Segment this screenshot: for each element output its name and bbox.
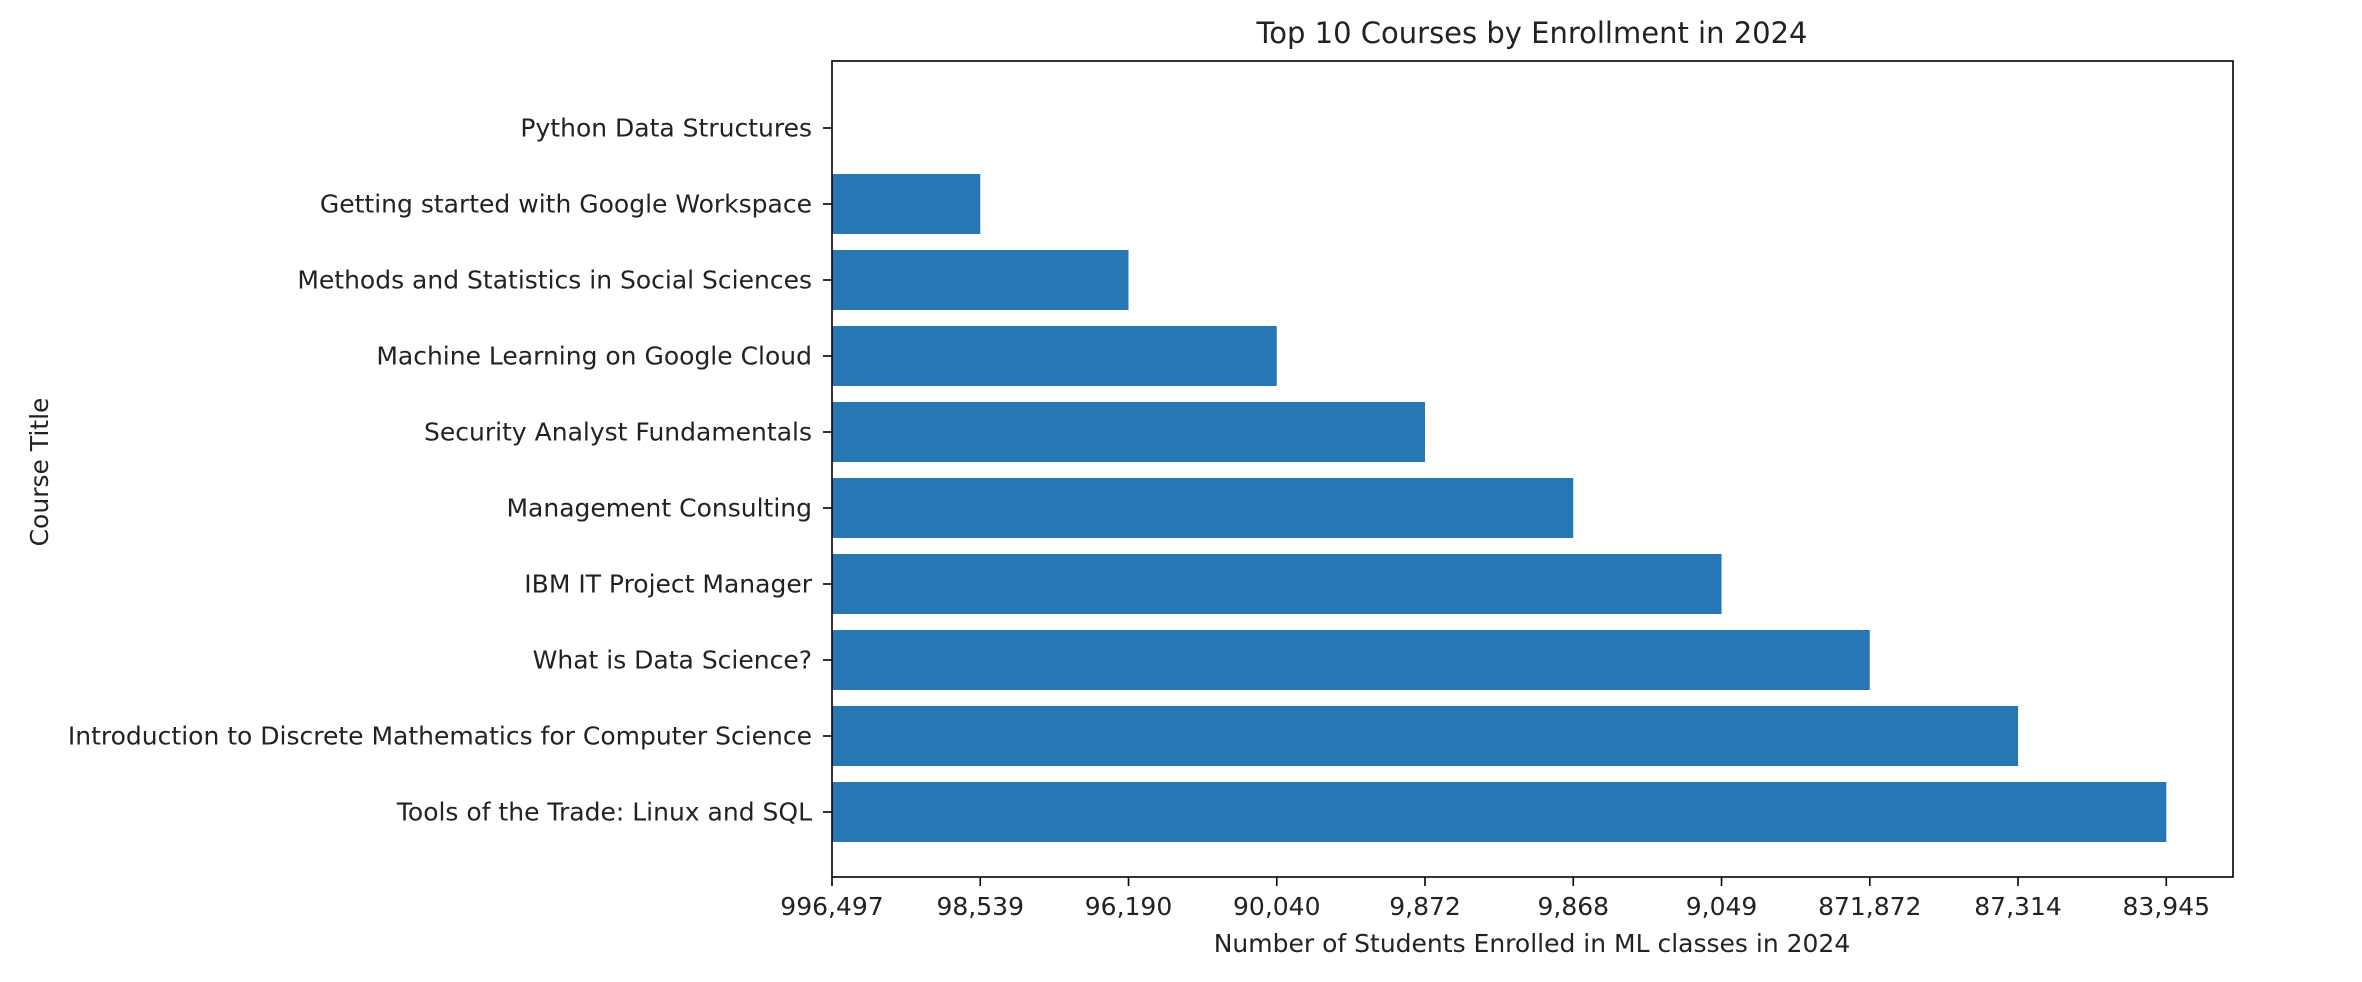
bar bbox=[832, 326, 1277, 386]
chart-title: Top 10 Courses by Enrollment in 2024 bbox=[1256, 16, 1808, 50]
y-tick-label: IBM IT Project Manager bbox=[524, 570, 812, 599]
x-axis-label: Number of Students Enrolled in ML classe… bbox=[1214, 929, 1851, 958]
y-tick-label: Introduction to Discrete Mathematics for… bbox=[68, 722, 812, 751]
bar bbox=[832, 706, 2019, 766]
y-tick-label: What is Data Science? bbox=[533, 646, 812, 675]
y-tick-label: Security Analyst Fundamentals bbox=[424, 418, 812, 447]
x-tick-label: 87,314 bbox=[1974, 892, 2061, 921]
x-tick-label: 90,040 bbox=[1233, 892, 1320, 921]
bar bbox=[832, 478, 1574, 538]
bar bbox=[832, 554, 1722, 614]
x-tick-label: 9,872 bbox=[1389, 892, 1461, 921]
x-tick-label: 9,868 bbox=[1537, 892, 1609, 921]
x-tick-label: 9,049 bbox=[1686, 892, 1758, 921]
bar bbox=[832, 402, 1426, 462]
bars-layer bbox=[832, 174, 2167, 842]
y-tick-label: Machine Learning on Google Cloud bbox=[376, 342, 812, 371]
y-tick-label: Getting started with Google Workspace bbox=[320, 190, 812, 219]
x-tick-label: 96,190 bbox=[1085, 892, 1172, 921]
bar bbox=[832, 630, 1870, 690]
bar bbox=[832, 250, 1129, 310]
y-tick-label: Tools of the Trade: Linux and SQL bbox=[396, 798, 812, 827]
x-tick-label: 871,872 bbox=[1818, 892, 1921, 921]
bar bbox=[832, 174, 981, 234]
x-tick-label: 83,945 bbox=[2123, 892, 2210, 921]
x-tick-label: 98,539 bbox=[937, 892, 1024, 921]
x-ticks-layer: 996,497 98,539 96,190 90,040 9,872 9,868 9,049… bbox=[780, 877, 2210, 921]
bar bbox=[832, 782, 2167, 842]
y-tick-label: Methods and Statistics in Social Science… bbox=[297, 266, 812, 295]
y-tick-label: Python Data Structures bbox=[520, 114, 812, 143]
y-axis-label: Course Title bbox=[25, 398, 54, 547]
x-tick-label: 996,497 bbox=[780, 892, 883, 921]
y-ticks-layer: Python Data Structures Getting started wi… bbox=[68, 114, 832, 827]
plot-frame bbox=[831, 60, 2234, 878]
y-tick-label: Management Consulting bbox=[506, 494, 812, 523]
